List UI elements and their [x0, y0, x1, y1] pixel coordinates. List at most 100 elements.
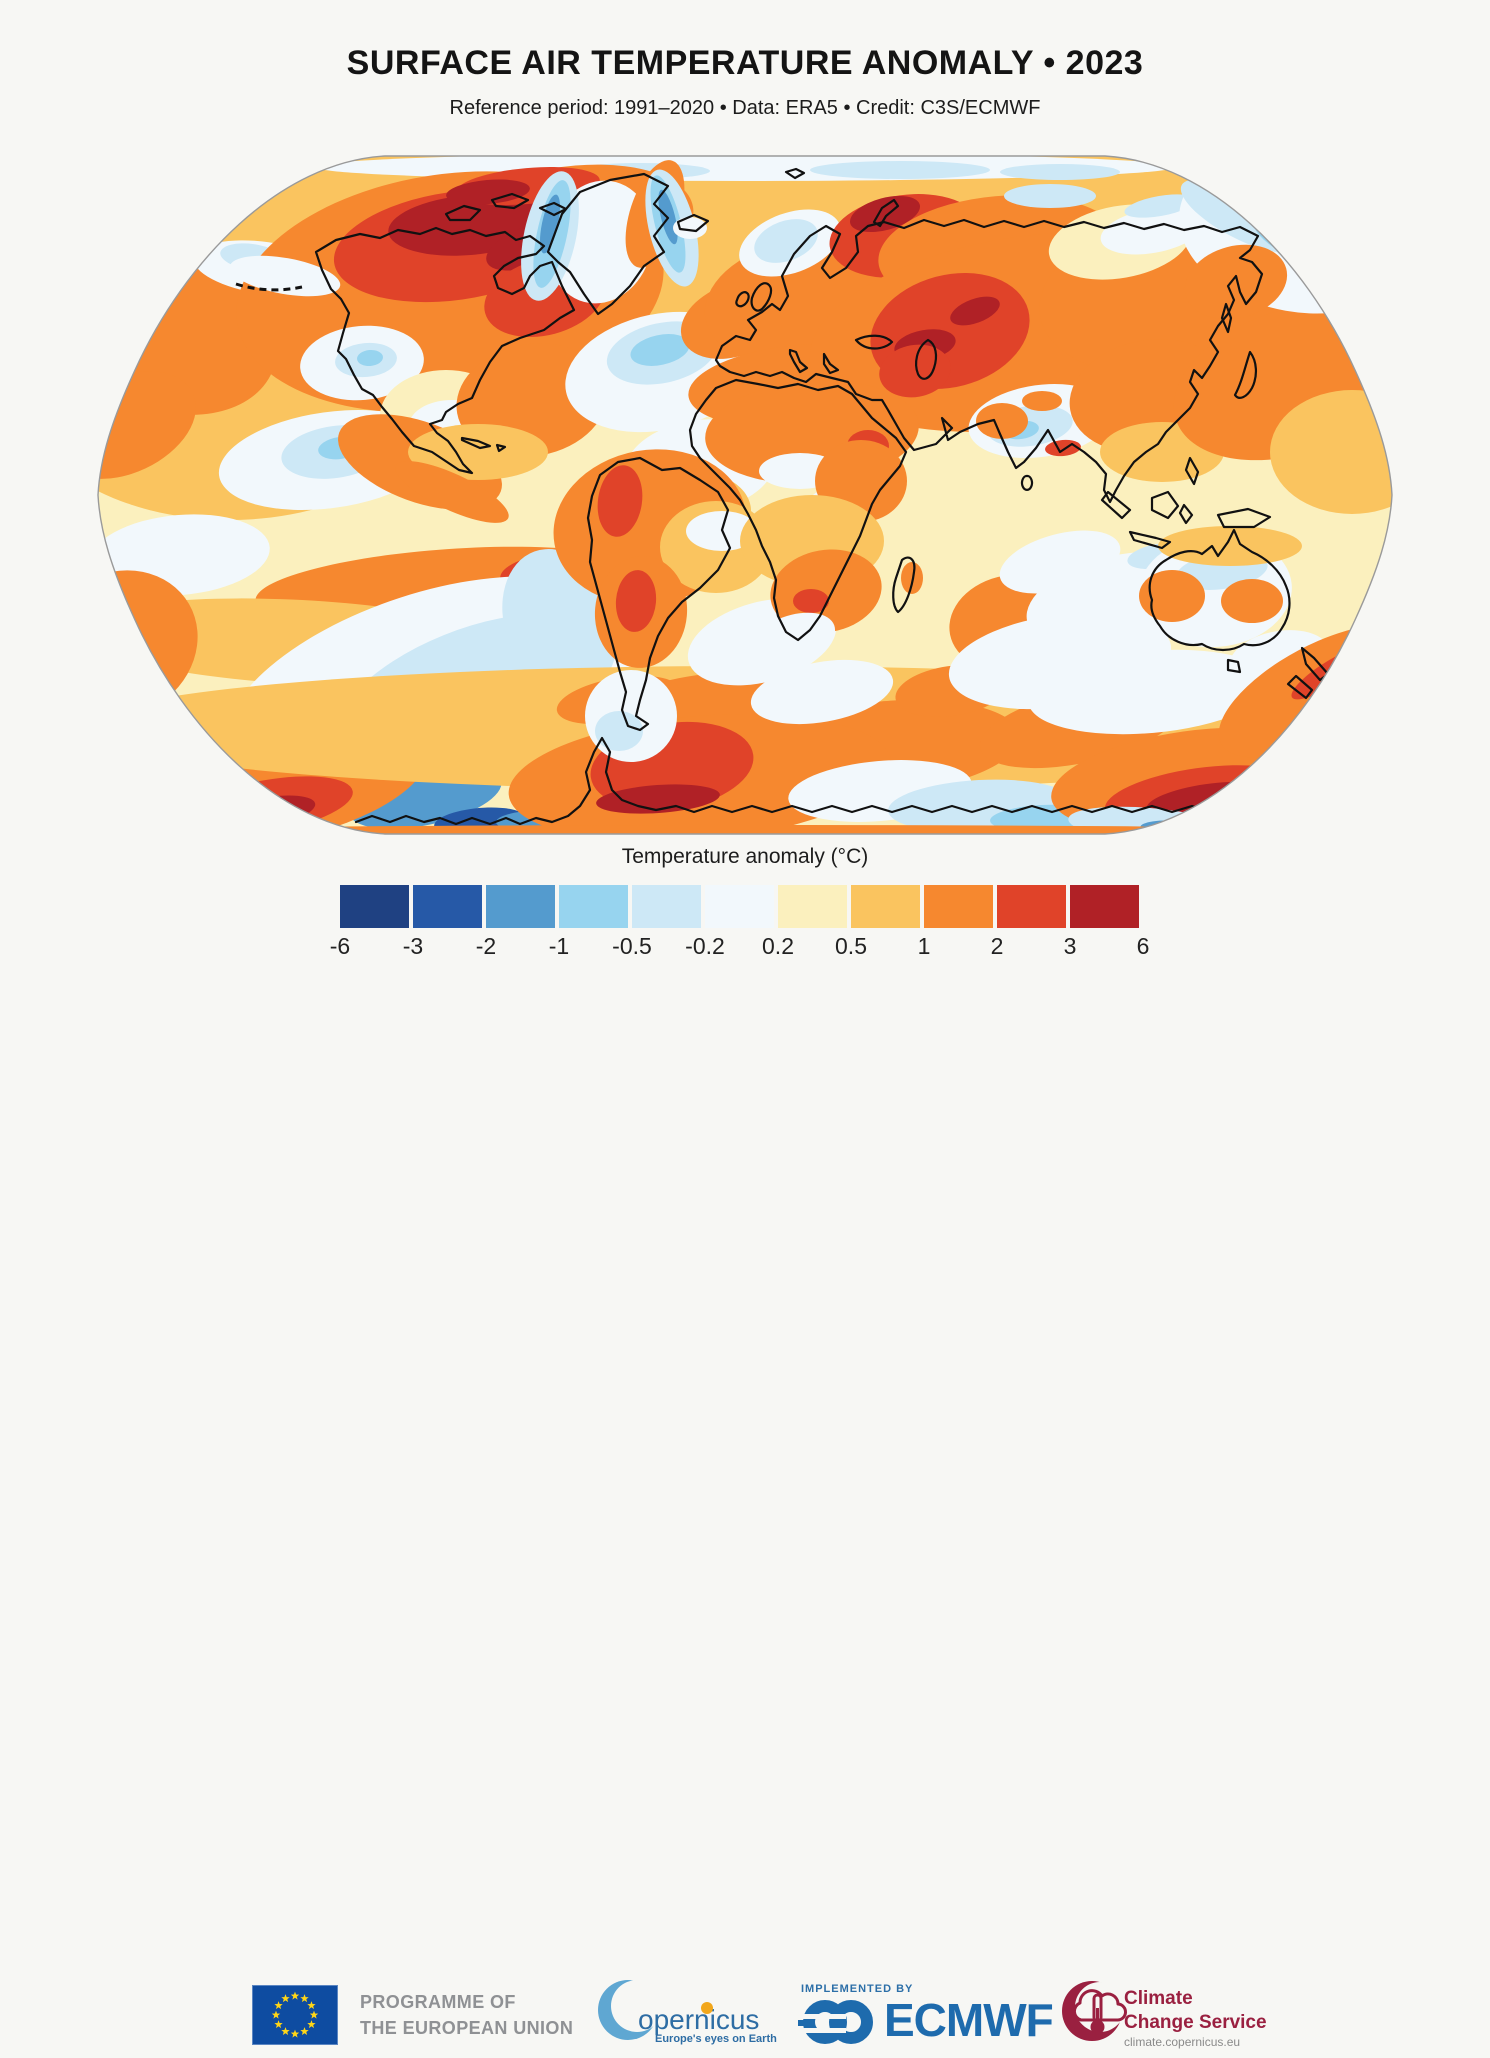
anomaly-region [793, 589, 829, 613]
coastline [714, 218, 1264, 504]
map-outline [97, 155, 1393, 835]
coastline [460, 436, 492, 450]
copernicus-dot-icon [701, 2002, 713, 2014]
coastline [586, 456, 732, 732]
anomaly-region [395, 461, 509, 523]
coastline [1148, 528, 1291, 652]
anomaly-region [229, 255, 341, 297]
anomaly-region [976, 403, 1028, 439]
copernicus-wordmark: opernicus [638, 2004, 760, 2035]
copernicus-tagline: Europe's eyes on Earth [655, 2033, 777, 2045]
legend-tick: 0.2 [762, 933, 794, 959]
anomaly-region [673, 217, 707, 239]
anomaly-region [539, 194, 561, 254]
anomaly-region [1139, 570, 1205, 622]
anomaly-region [849, 195, 921, 233]
anomaly-region [597, 465, 643, 537]
eu-programme-line2: THE EUROPEAN UNION [360, 2018, 574, 2038]
anomaly-region [950, 296, 1000, 326]
anomaly-region [1022, 391, 1062, 411]
coastline [688, 378, 908, 642]
anomaly-region [596, 784, 720, 814]
legend-tick: -1 [548, 933, 570, 959]
footer: PROGRAMME OF THE EUROPEAN UNION opernicu… [0, 985, 1490, 2049]
coastline [1020, 474, 1034, 491]
coastline [750, 282, 773, 312]
coastline [735, 291, 750, 308]
legend-tick: 0.5 [835, 933, 867, 959]
legend-cell [997, 885, 1066, 928]
ecmwf-mark-icon [798, 2000, 873, 2044]
coastline [314, 226, 576, 475]
anomaly-region [98, 371, 196, 479]
page-title: SURFACE AIR TEMPERATURE ANOMALY • 2023 [346, 44, 1144, 82]
legend-tick: -0.2 [685, 933, 725, 959]
legend-tick: -6 [329, 933, 351, 959]
c3s-url: climate.copernicus.eu [1124, 2035, 1241, 2049]
legend-tick: 1 [917, 933, 931, 959]
coastline [854, 334, 894, 350]
legend-title: Temperature anomaly (°C) [621, 845, 869, 868]
anomaly-region [754, 219, 818, 263]
anomaly-region [1100, 207, 1204, 255]
coastline [1226, 658, 1242, 674]
coastline [1184, 456, 1200, 486]
legend-cell [340, 885, 409, 928]
coastline [915, 338, 938, 380]
coastline [1150, 490, 1180, 520]
anomaly-region [750, 659, 894, 725]
coastline [1178, 503, 1194, 525]
legend-cell [413, 885, 482, 928]
coastline [788, 348, 809, 374]
anomaly-region [630, 334, 690, 366]
legend-tick: -0.5 [612, 933, 652, 959]
coastline-layer [235, 167, 1354, 826]
coastline [822, 352, 840, 375]
legend-tick: 2 [990, 933, 1004, 959]
anomaly-region [446, 179, 530, 205]
legend-cell [851, 885, 920, 928]
aleutian-islands-coastline [235, 282, 303, 292]
legend-cell [559, 885, 628, 928]
coastline [546, 172, 670, 316]
coastline [490, 192, 530, 210]
legend-cell [486, 885, 555, 928]
coastline [892, 556, 916, 614]
legend-cell [924, 885, 993, 928]
coastline [1233, 350, 1257, 399]
c3s-name: Climate Change Service [1124, 1987, 1267, 2035]
legend-bar [340, 885, 1139, 928]
anomaly-region [810, 161, 990, 179]
legend-tick: 6 [1136, 933, 1150, 959]
legend-cell [705, 885, 774, 928]
anomaly-region [1158, 526, 1302, 566]
legend-cell [1070, 885, 1139, 928]
anomaly-region [98, 825, 1392, 834]
anomaly-region [1184, 244, 1288, 320]
anomaly-region [1270, 390, 1392, 514]
page-subtitle: Reference period: 1991–2020 • Data: ERA5… [449, 97, 1041, 119]
coastline [1100, 490, 1132, 520]
eu-flag [252, 1985, 338, 2045]
anomaly-region [615, 570, 657, 632]
anomaly-region [1221, 579, 1283, 623]
coastline [1128, 530, 1172, 550]
coastline [1286, 674, 1314, 700]
coastline [1216, 507, 1272, 529]
coastline [784, 167, 806, 180]
anomaly-region [770, 549, 882, 633]
eu-programme-line1: PROGRAMME OF [360, 1992, 516, 2012]
coastline [495, 443, 507, 453]
coastline [444, 204, 482, 222]
anomaly-region [595, 711, 643, 751]
anomaly-region [1000, 164, 1120, 180]
legend-cell [632, 885, 701, 928]
coastline [872, 198, 900, 228]
legend-tick: -2 [475, 933, 497, 959]
page: SURFACE AIR TEMPERATURE ANOMALY • 2023 R… [0, 44, 1490, 2049]
coastline [354, 736, 1354, 826]
c3s-name-line1: Climate [1124, 1988, 1193, 2009]
anomaly-region [357, 349, 383, 367]
eu-programme-label: PROGRAMME OF THE EUROPEAN UNION [360, 1989, 573, 2041]
legend-cell [778, 885, 847, 928]
